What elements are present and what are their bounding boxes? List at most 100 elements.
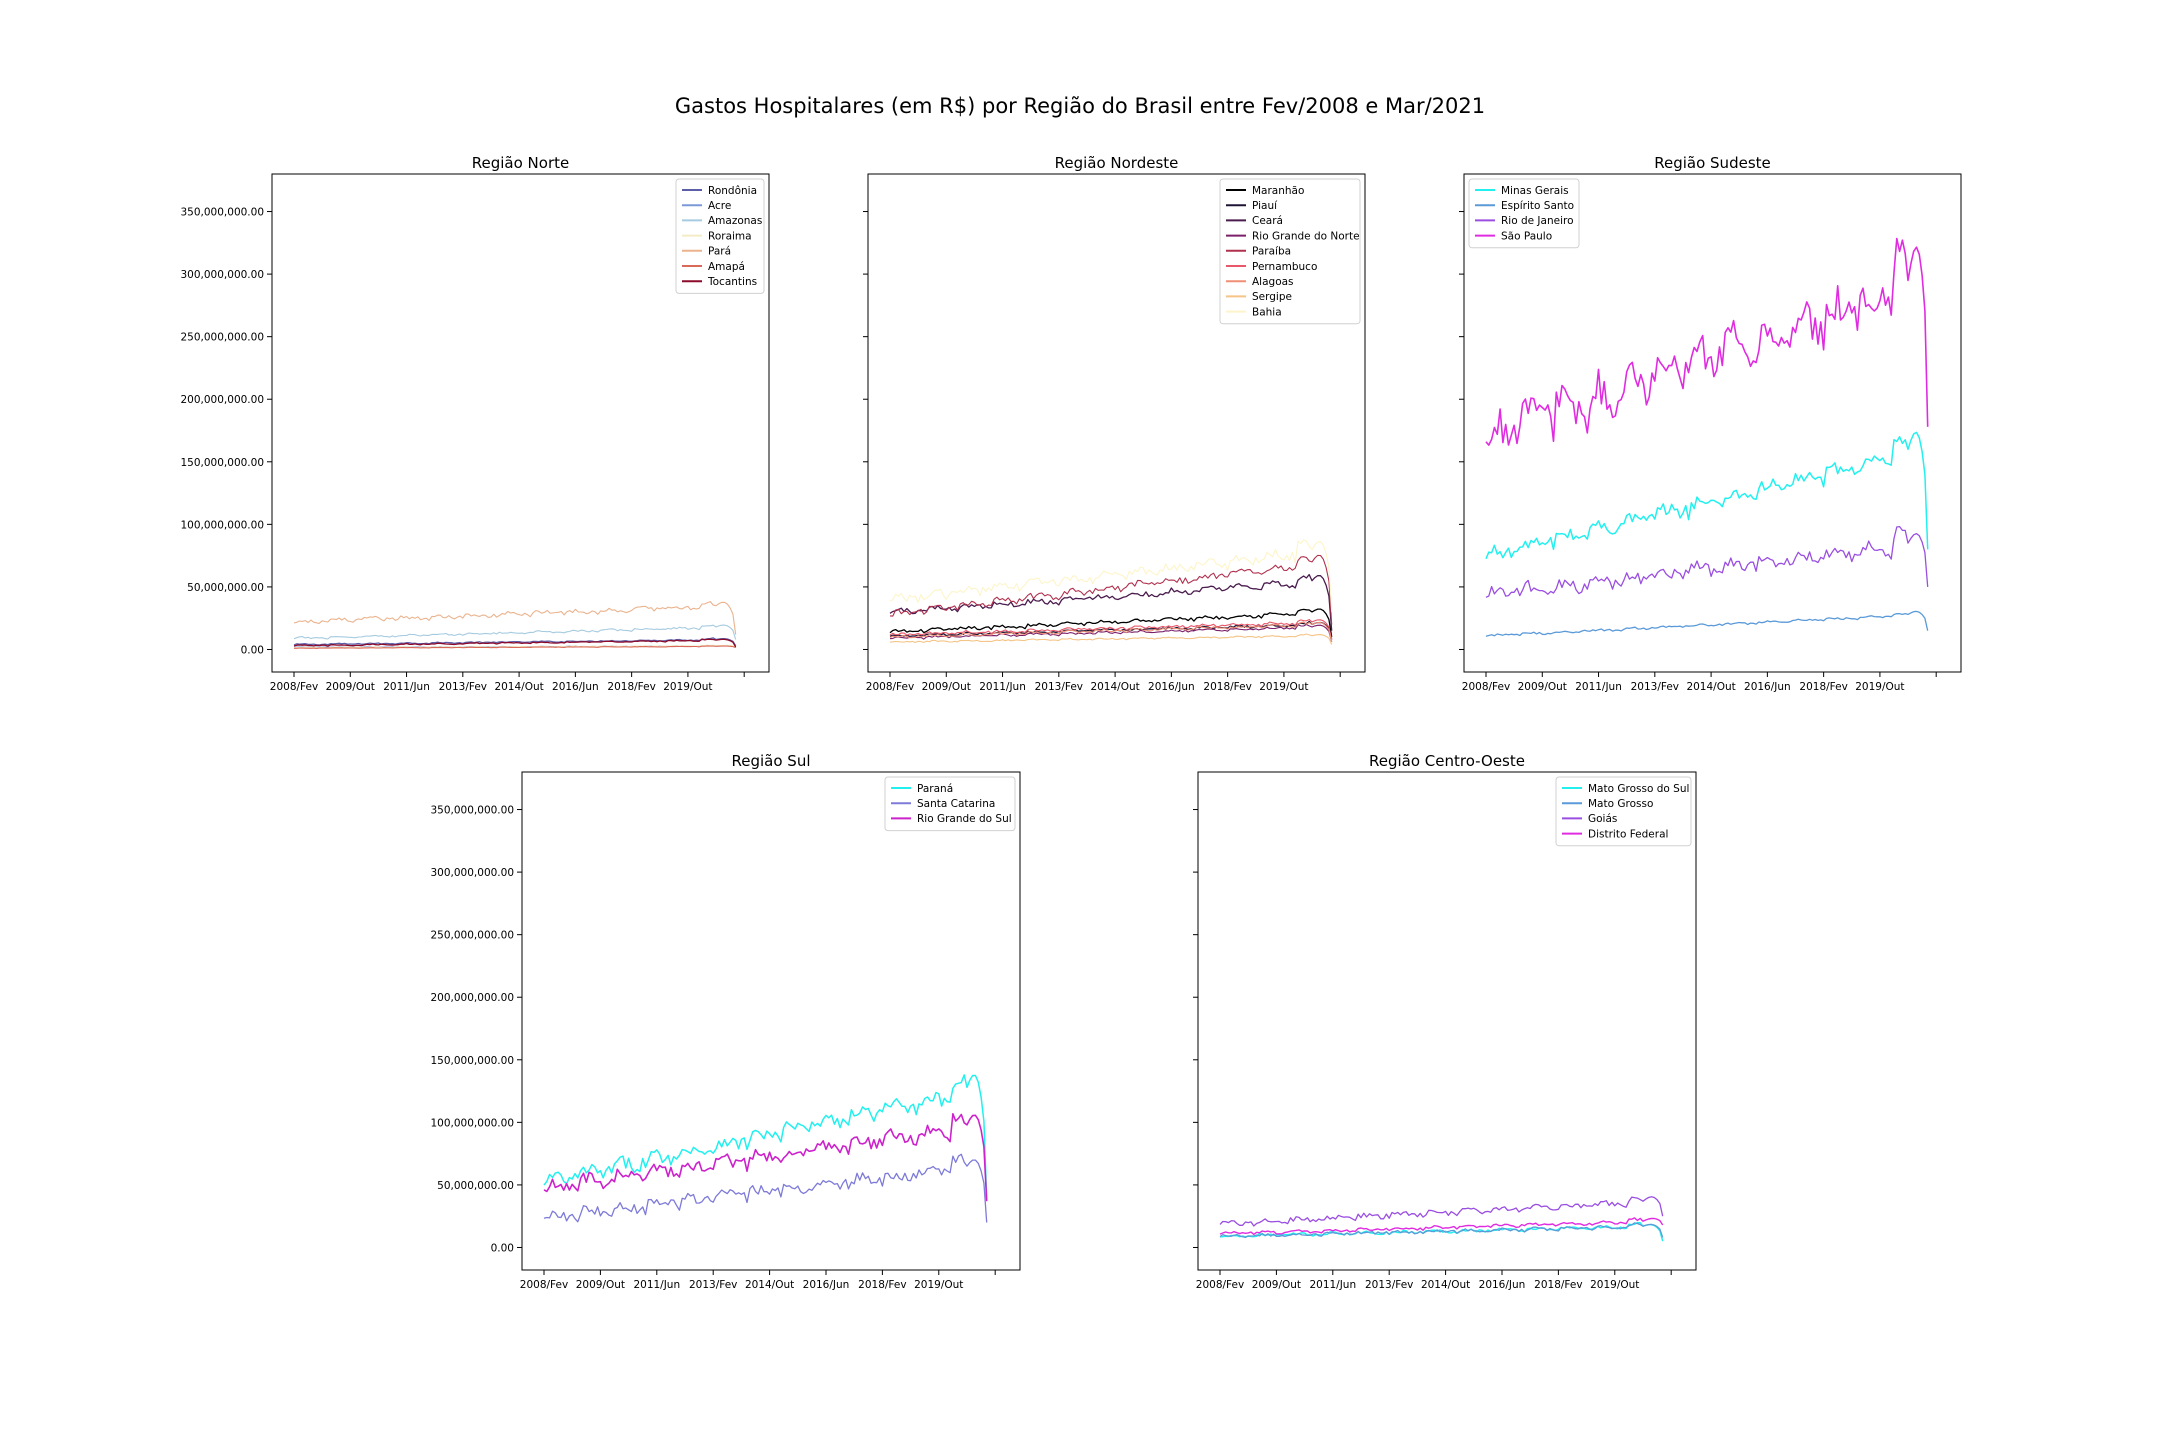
axes-frame <box>1463 173 1962 673</box>
y-tick-label: 300,000,000.00 <box>431 867 515 879</box>
subplot-title: Região Nordeste <box>1055 154 1179 172</box>
series-line-maranhao <box>889 608 1333 638</box>
legend-label: Acre <box>708 200 731 212</box>
x-tick-label: 2008/Fev <box>866 681 914 693</box>
subplot-title: Região Centro-Oeste <box>1369 752 1525 770</box>
legend-label: Pará <box>708 246 731 258</box>
legend-label: Minas Gerais <box>1501 185 1569 197</box>
x-tick-label: 2018/Fev <box>1203 681 1251 693</box>
legend-label: Rio Grande do Norte <box>1252 230 1360 242</box>
series-line-amapa <box>294 645 736 649</box>
y-tick-label: 0.00 <box>491 1242 514 1254</box>
x-tick-label: 2011/Jun <box>979 681 1026 693</box>
legend-label: São Paulo <box>1501 230 1552 242</box>
legend: Mato Grosso do Sul Mato Grosso Goiás Distri… <box>1555 776 1692 847</box>
legend-label: Santa Catarina <box>917 798 995 810</box>
legend-label: Paraná <box>917 783 953 795</box>
x-tick-label: 2016/Jun <box>1479 1279 1526 1291</box>
legend-label: Amazonas <box>708 215 762 227</box>
series-line-ceara <box>889 573 1333 631</box>
legend-label: Amapá <box>708 261 745 273</box>
y-tick-label: 200,000,000.00 <box>181 394 265 406</box>
legend-label: Ceará <box>1252 215 1283 227</box>
series-line-sao-paulo <box>1485 237 1929 446</box>
legend-label: Tocantins <box>707 276 757 288</box>
series-line-pernambuco <box>889 619 1333 640</box>
legend-label: Roraima <box>708 230 752 242</box>
x-tick-label: 2011/Jun <box>383 681 430 693</box>
legend-label: Rio Grande do Sul <box>917 813 1012 825</box>
y-tick-label: 350,000,000.00 <box>181 207 265 219</box>
x-tick-label: 2016/Jun <box>803 1279 850 1291</box>
x-tick-label: 2014/Out <box>1686 681 1735 693</box>
series-line-minas-gerais <box>1485 431 1929 560</box>
legend-label: Bahia <box>1252 306 1282 318</box>
y-tick-label: 0.00 <box>241 644 264 656</box>
legend-label: Maranhão <box>1252 185 1304 197</box>
axes-frame <box>521 771 1021 1271</box>
x-tick-label: 2009/Out <box>326 681 375 693</box>
x-tick-label: 2019/Out <box>1855 681 1904 693</box>
chart-regiao-sul: Região Sul 0.00 50,000,000.00 100,000,000.0… <box>431 752 1021 1291</box>
subplot-title: Região Sul <box>732 752 811 770</box>
series-line-rondonia <box>293 637 737 647</box>
x-tick-label: 2011/Jun <box>1309 1279 1356 1291</box>
legend-box <box>1555 776 1692 847</box>
x-tick-label: 2011/Jun <box>633 1279 680 1291</box>
x-tick-label: 2016/Jun <box>1148 681 1195 693</box>
x-tick-label: 2019/Out <box>1259 681 1308 693</box>
y-tick-label: 250,000,000.00 <box>181 332 265 344</box>
axes-frame <box>867 173 1366 673</box>
x-tick-label: 2014/Out <box>1421 1279 1470 1291</box>
axes-frame <box>271 173 770 673</box>
legend: Paraná Santa Catarina Rio Grande do Sul <box>884 776 1016 832</box>
legend-label: Goiás <box>1588 813 1617 825</box>
figure-title: Gastos Hospitalares (em R$) por Região d… <box>674 94 1486 118</box>
legend-label: Espírito Santo <box>1501 200 1574 212</box>
x-tick-label: 2009/Out <box>576 1279 625 1291</box>
x-tick-label: 2018/Fev <box>858 1279 906 1291</box>
chart-regiao-centro-oeste: Região Centro-Oeste 2008/Fev 2009/Out 2011/… <box>1193 752 1697 1291</box>
legend-label: Rondônia <box>708 185 757 197</box>
series-line-sergipe <box>889 633 1333 645</box>
x-tick-label: 2016/Jun <box>552 681 599 693</box>
legend-box <box>884 776 1016 832</box>
x-tick-label: 2009/Out <box>1252 1279 1301 1291</box>
chart-regiao-nordeste: Região Nordeste 2008/Fev 2009/Out 2011/Jun 2… <box>863 154 1366 693</box>
legend-box <box>1468 178 1580 249</box>
x-tick-label: 2008/Fev <box>520 1279 568 1291</box>
series-line-santa-catarina <box>543 1153 988 1223</box>
axes-frame <box>1197 771 1697 1271</box>
legend-label: Rio de Janeiro <box>1501 215 1574 227</box>
x-tick-label: 2013/Fev <box>689 1279 737 1291</box>
series-line-parana <box>543 1074 988 1200</box>
y-tick-label: 300,000,000.00 <box>181 269 265 281</box>
legend: Maranhão Piauí Ceará Rio Grande do Norte Par… <box>1219 178 1361 325</box>
x-tick-label: 2018/Fev <box>1799 681 1847 693</box>
legend-label: Piauí <box>1252 200 1278 212</box>
legend: Rondônia Acre Amazonas Roraima Pará Amapá Toca… <box>675 178 765 294</box>
legend: Minas Gerais Espírito Santo Rio de Janeiro… <box>1468 178 1580 249</box>
series-line-mato-grosso <box>1219 1222 1664 1239</box>
chart-regiao-sudeste: Região Sudeste 2008/Fev 2009/Out 2011/Jun 20… <box>1459 154 1962 693</box>
x-tick-label: 2014/Out <box>494 681 543 693</box>
legend-label: Pernambuco <box>1252 261 1317 273</box>
y-tick-label: 250,000,000.00 <box>431 930 515 942</box>
series-line-espirito-santo <box>1485 610 1929 637</box>
x-tick-label: 2014/Out <box>1090 681 1139 693</box>
series-line-tocantins <box>293 638 737 648</box>
x-tick-label: 2018/Fev <box>1534 1279 1582 1291</box>
series-line-goias <box>1219 1196 1664 1227</box>
x-tick-label: 2013/Fev <box>1035 681 1083 693</box>
x-tick-label: 2016/Jun <box>1744 681 1791 693</box>
x-tick-label: 2009/Out <box>922 681 971 693</box>
y-tick-label: 50,000,000.00 <box>187 582 264 594</box>
x-tick-label: 2013/Fev <box>1365 1279 1413 1291</box>
x-tick-label: 2019/Out <box>663 681 712 693</box>
series-line-para <box>293 601 737 635</box>
y-tick-label: 350,000,000.00 <box>431 805 515 817</box>
legend-label: Sergipe <box>1252 291 1292 303</box>
x-tick-label: 2018/Fev <box>607 681 655 693</box>
series-line-alagoas <box>889 621 1333 643</box>
